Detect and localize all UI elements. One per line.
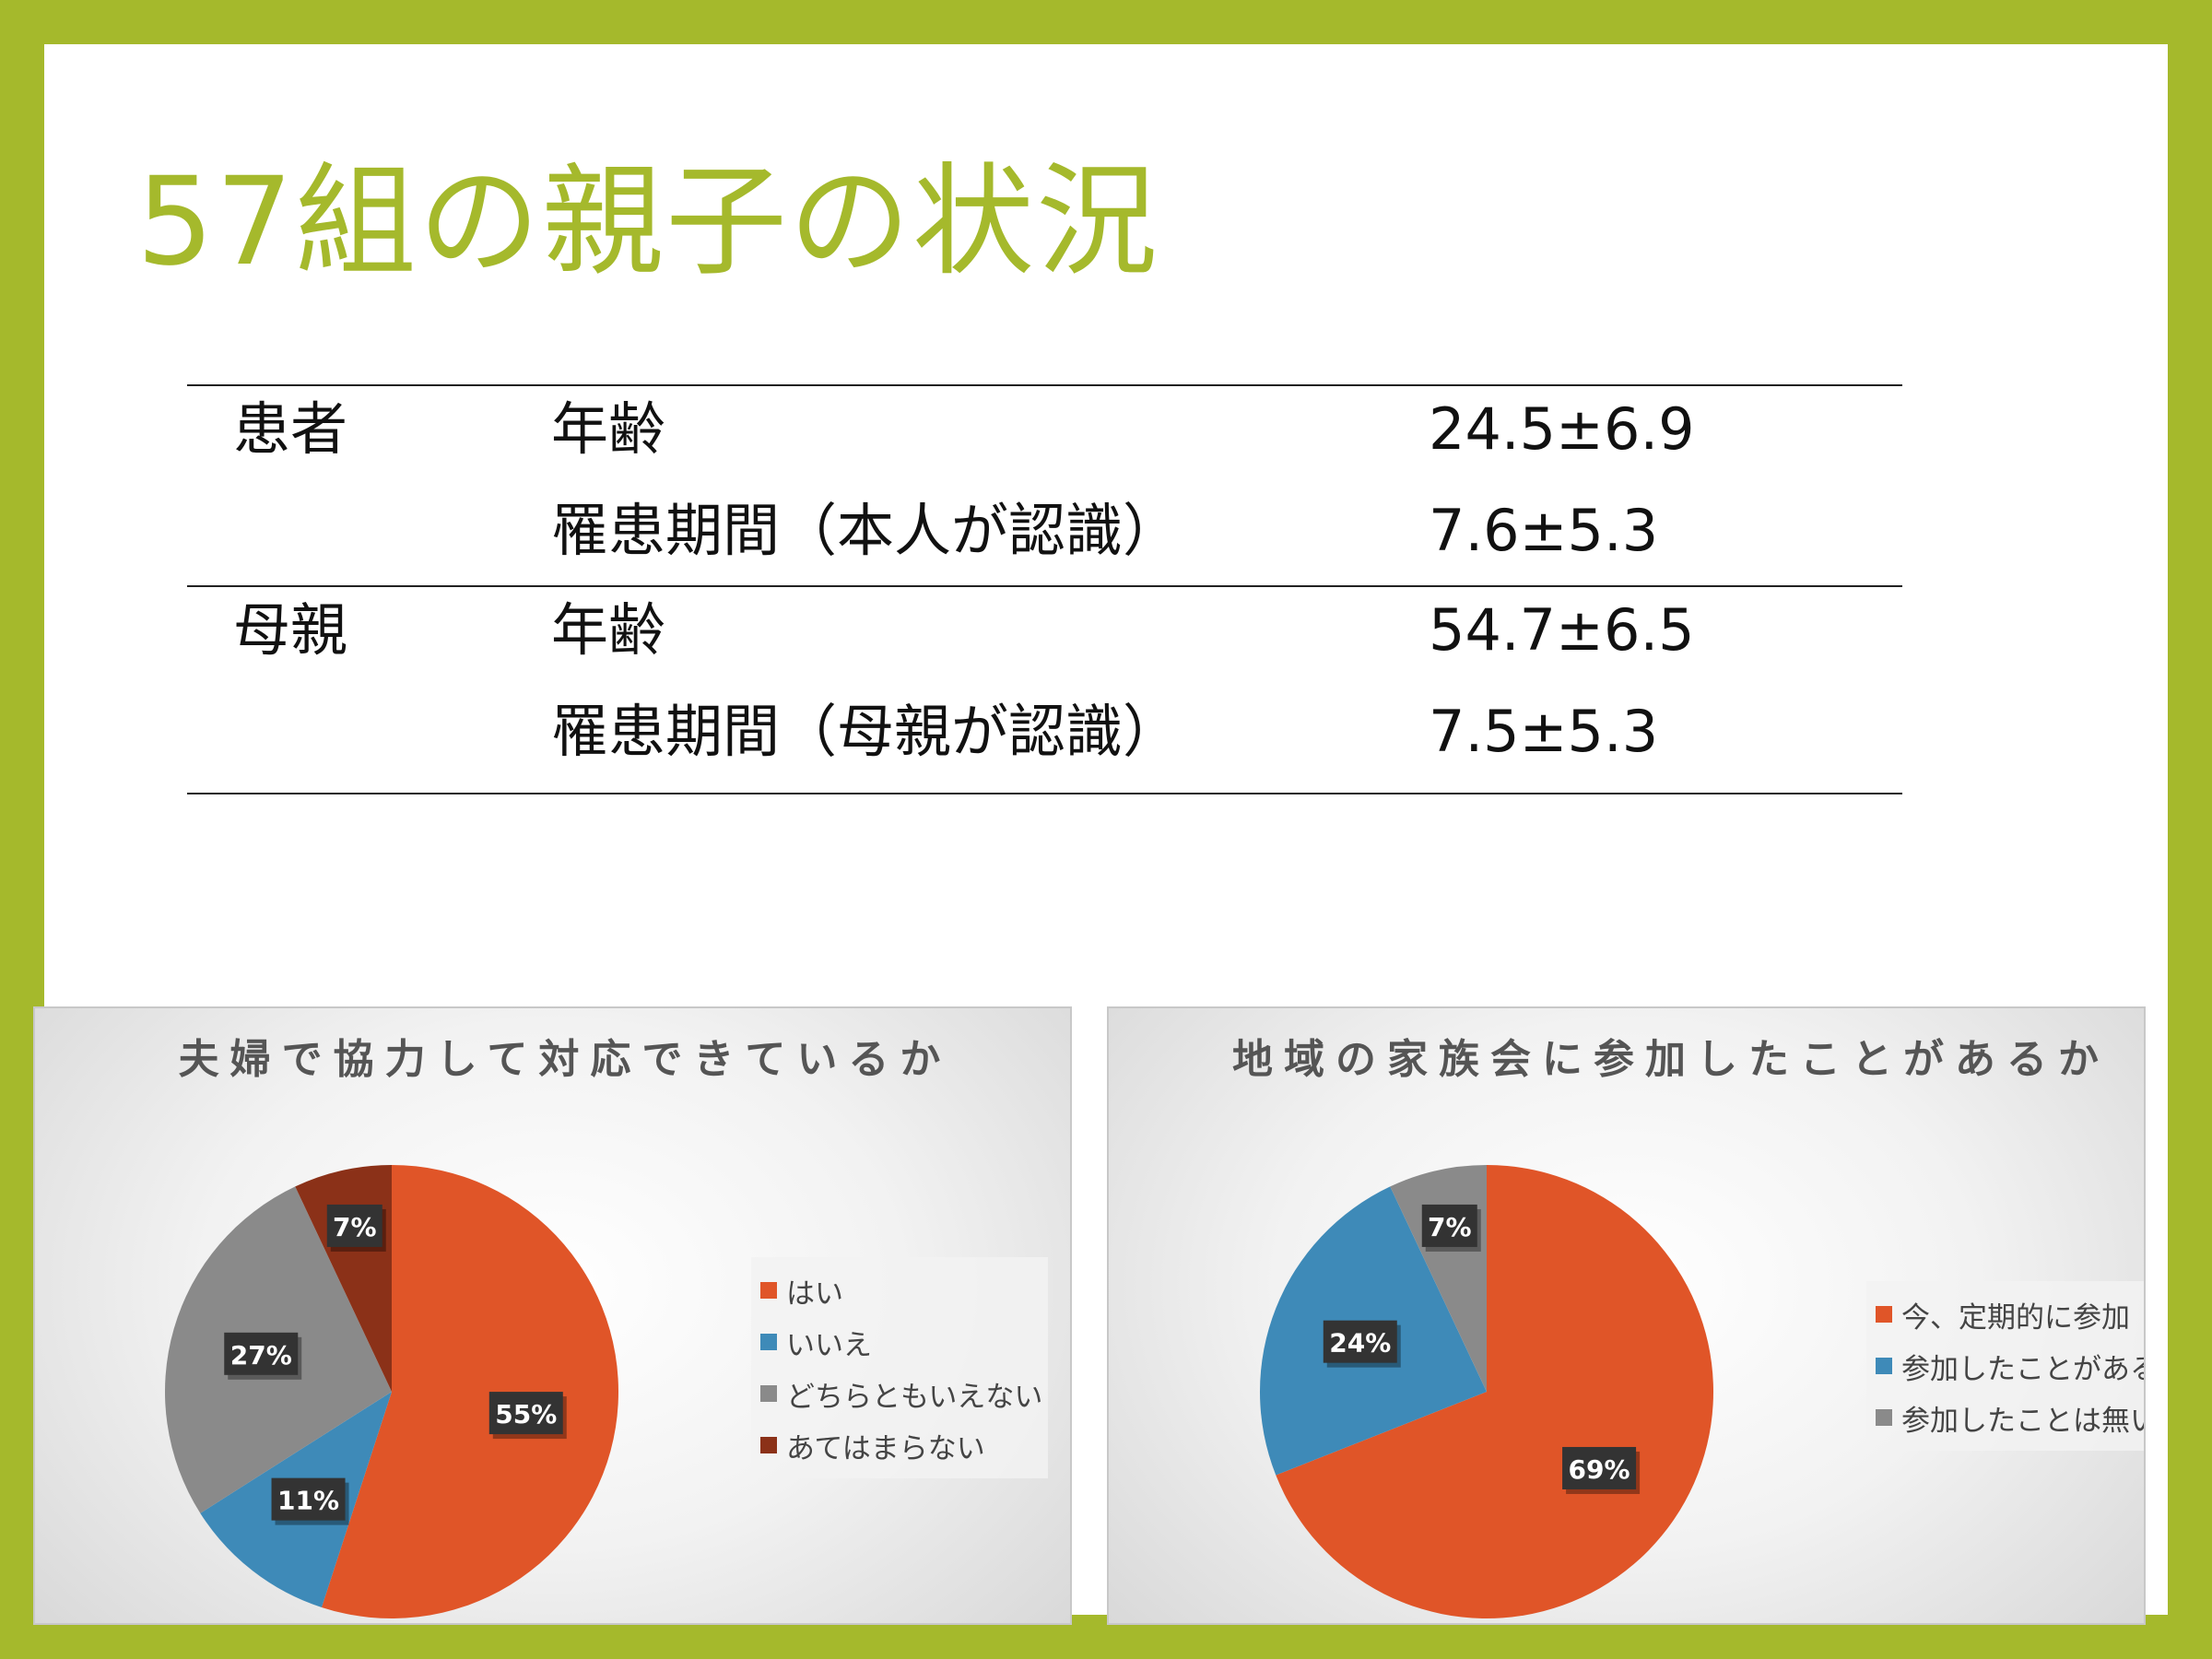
legend-item: 参加したことは無い <box>1876 1392 2146 1443</box>
legend-swatch <box>760 1334 777 1350</box>
legend-item: どちらともいえない <box>760 1368 1042 1419</box>
svg-text:69%: 69% <box>1569 1454 1630 1485</box>
pie-slice-1 <box>321 1165 619 1618</box>
mother-age-value: 54.7±6.5 <box>1429 596 1695 664</box>
legend-swatch <box>760 1437 777 1453</box>
legend-swatch <box>1876 1306 1892 1323</box>
legend-swatch <box>1876 1358 1892 1374</box>
chart-title: 地域の家族会に参加したことがあるか <box>1232 1036 2110 1083</box>
patient-age-label: 年齢 <box>551 395 666 463</box>
patient-duration-label: 罹患期間（本人が認識） <box>551 497 1181 564</box>
legend-label: いいえ <box>786 1328 872 1362</box>
patient-label: 患者 <box>233 395 348 463</box>
mother-duration-value: 7.5±5.3 <box>1429 698 1659 765</box>
legend-swatch <box>760 1282 777 1299</box>
legend-item: はい <box>760 1265 1042 1316</box>
svg-text:55%: 55% <box>495 1399 557 1430</box>
legend-swatch <box>760 1385 777 1402</box>
patient-duration-value: 7.6±5.3 <box>1429 497 1659 564</box>
legend-item: いいえ <box>760 1316 1042 1368</box>
svg-text:11%: 11% <box>277 1486 339 1516</box>
data-label-3: 27% <box>224 1332 302 1380</box>
legend-label: 今、定期的に参加 <box>1901 1300 2130 1335</box>
svg-text:24%: 24% <box>1329 1328 1391 1359</box>
data-label-1: 69% <box>1562 1446 1641 1494</box>
data-label-3: 7% <box>1421 1204 1481 1252</box>
patient-age-value: 24.5±6.9 <box>1429 395 1695 463</box>
mother-label: 母親 <box>233 596 348 664</box>
data-label-2: 11% <box>271 1477 349 1525</box>
legend-item: 参加したことがある <box>1876 1340 2146 1392</box>
data-label-4: 7% <box>326 1204 386 1252</box>
legend-item: 今、定期的に参加 <box>1876 1288 2144 1340</box>
chart-panel-family-association: 69% 24% 7% 地域の家族会に参加したことがあるか 今、定期的に参加 参加したこ… <box>1107 1006 2146 1625</box>
svg-text:7%: 7% <box>1428 1212 1472 1242</box>
mother-group: 母親 年齢 54.7±6.5 罹患期間（母親が認識） 7.5±5.3 <box>187 585 1902 793</box>
chart-panel-cooperation: 55% 11% 27% 7% 夫婦で協力して対応できているか はいいいえどちらともいえ… <box>33 1006 1072 1625</box>
mother-duration-label: 罹患期間（母親が認識） <box>551 698 1181 765</box>
patient-group: 患者 年齢 24.5±6.9 罹患期間（本人が認識） 7.6±5.3 <box>187 386 1902 585</box>
legend-item: あてはまらない <box>760 1419 1042 1471</box>
chart-title: 夫婦で協力して対応できているか <box>179 1036 952 1083</box>
data-label-1: 55% <box>488 1392 567 1440</box>
legend-label: はい <box>786 1277 843 1311</box>
pie-slice-1 <box>1276 1165 1713 1618</box>
data-label-2: 24% <box>1323 1320 1401 1368</box>
family-association-pie-chart: 69% 24% 7% 地域の家族会に参加したことがあるか <box>1232 1036 2110 1618</box>
svg-text:7%: 7% <box>333 1212 377 1242</box>
legend: はいいいえどちらともいえない あてはまらない <box>751 1257 1049 1478</box>
legend-label: 参加したことがある <box>1901 1352 2146 1386</box>
legend-label: どちらともいえない <box>786 1380 1043 1414</box>
slide-title: 57組の親子の状況 <box>136 151 1159 293</box>
cooperation-pie-chart: 55% 11% 27% 7% 夫婦で協力して対応できているか <box>165 1036 952 1618</box>
mother-age-label: 年齢 <box>551 596 666 664</box>
legend-label: あてはまらない <box>786 1431 985 1465</box>
svg-text:27%: 27% <box>230 1340 292 1371</box>
legend: 今、定期的に参加 参加したことがある 参加したことは無い <box>1866 1281 2146 1451</box>
legend-swatch <box>1876 1409 1892 1426</box>
stats-table: 患者 年齢 24.5±6.9 罹患期間（本人が認識） 7.6±5.3 母親 年齢… <box>187 384 1902 794</box>
legend-label: 参加したことは無い <box>1901 1404 2146 1438</box>
